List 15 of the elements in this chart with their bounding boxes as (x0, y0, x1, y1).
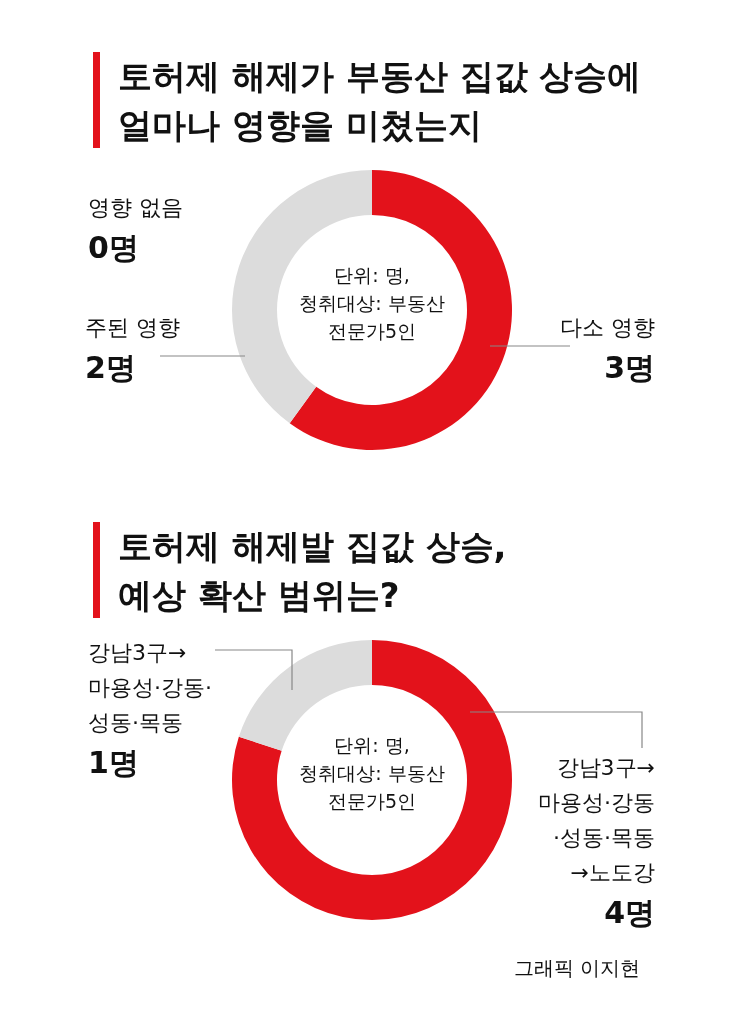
text: 단위: 명, 청취대상: 부동산 전문가5인 (299, 734, 445, 812)
data-label: 3명 (604, 350, 655, 385)
category-label: 영향 없음 (88, 195, 183, 220)
slice-label: 주된 영향 (85, 315, 180, 340)
data-label: 1명 (88, 745, 139, 780)
text: 단위: 명, 청취대상: 부동산 전문가5인 (299, 264, 445, 342)
data-label: 4명 (604, 895, 655, 930)
slice-label: 강남3구→ 마용성·강동· 성동·목동 (88, 640, 212, 735)
chart-title: 토허제 해제발 집값 상승, 예상 확산 범위는? (118, 526, 507, 616)
chart-title: 토허제 해제가 부동산 집값 상승에 얼마나 영향을 미쳤는지 (118, 56, 642, 146)
text: 그래픽 이지현 (513, 956, 640, 980)
text: 0명 (88, 230, 139, 265)
data-label: 2명 (85, 350, 136, 385)
slice-label: 다소 영향 (560, 315, 655, 340)
slice-label: 강남3구→ 마용성·강동 ·성동·목동 →노도강 (538, 755, 655, 885)
